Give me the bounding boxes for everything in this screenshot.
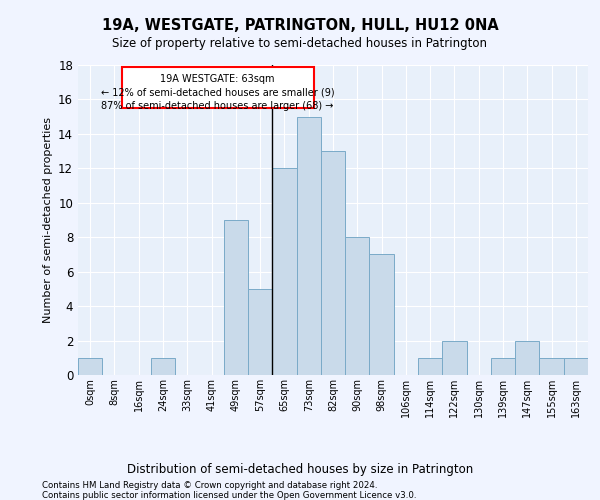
- Bar: [78, 358, 102, 375]
- Text: 19A, WESTGATE, PATRINGTON, HULL, HU12 0NA: 19A, WESTGATE, PATRINGTON, HULL, HU12 0N…: [101, 18, 499, 32]
- Bar: [321, 151, 345, 375]
- Bar: [539, 358, 564, 375]
- Bar: [224, 220, 248, 375]
- Bar: [442, 340, 467, 375]
- FancyBboxPatch shape: [122, 66, 314, 108]
- Text: Size of property relative to semi-detached houses in Patrington: Size of property relative to semi-detach…: [113, 38, 487, 51]
- Text: Distribution of semi-detached houses by size in Patrington: Distribution of semi-detached houses by …: [127, 462, 473, 475]
- Bar: [296, 116, 321, 375]
- Bar: [370, 254, 394, 375]
- Text: 19A WESTGATE: 63sqm: 19A WESTGATE: 63sqm: [160, 74, 275, 84]
- Y-axis label: Number of semi-detached properties: Number of semi-detached properties: [43, 117, 53, 323]
- Text: ← 12% of semi-detached houses are smaller (9): ← 12% of semi-detached houses are smalle…: [101, 87, 334, 97]
- Text: Contains public sector information licensed under the Open Government Licence v3: Contains public sector information licen…: [42, 491, 416, 500]
- Bar: [564, 358, 588, 375]
- Bar: [272, 168, 296, 375]
- Bar: [515, 340, 539, 375]
- Bar: [248, 289, 272, 375]
- Bar: [345, 237, 370, 375]
- Text: Contains HM Land Registry data © Crown copyright and database right 2024.: Contains HM Land Registry data © Crown c…: [42, 481, 377, 490]
- Text: 87% of semi-detached houses are larger (68) →: 87% of semi-detached houses are larger (…: [101, 101, 334, 111]
- Bar: [151, 358, 175, 375]
- Bar: [491, 358, 515, 375]
- Bar: [418, 358, 442, 375]
